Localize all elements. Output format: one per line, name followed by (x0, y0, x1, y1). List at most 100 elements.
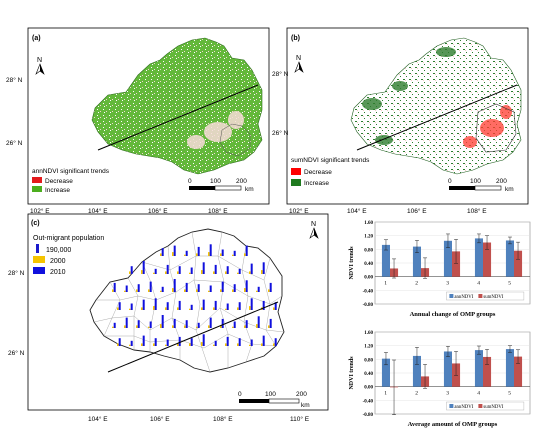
legend-b: sumNDVI significant trends Decrease Incr… (291, 157, 370, 187)
chart-legend: annNDVI sumNDVI (446, 291, 525, 301)
bar-2000 (172, 252, 174, 256)
bar-2010 (250, 339, 253, 346)
scale-c-0: 0 (238, 391, 242, 398)
legend-swatch (449, 404, 454, 408)
bar-2000 (213, 307, 215, 310)
bar-2010 (257, 286, 260, 292)
bar-annNDVI (474, 350, 483, 387)
bar-2010 (118, 338, 121, 346)
scale-a-200: 200 (236, 178, 247, 185)
panel-b: (b) N 28° N 26° N 102° E 104° E 106° E 1… (272, 27, 529, 215)
bar-2000 (136, 325, 138, 328)
bar-2000 (177, 343, 179, 346)
bar-2010 (161, 286, 164, 292)
bar-2000 (177, 271, 179, 274)
scale-b-100: 100 (470, 178, 481, 185)
bar-2000 (129, 344, 131, 346)
bar-2010 (226, 266, 229, 274)
scale-a-0: 0 (188, 178, 192, 185)
legend-b-decrease: Decrease (304, 169, 332, 176)
bar-2000 (213, 271, 215, 274)
bar-2000 (208, 290, 210, 292)
bar-2000 (232, 254, 234, 256)
bar-2010 (130, 303, 133, 310)
y-tick-label: -0.80 (363, 303, 374, 308)
bar-annNDVI (381, 358, 390, 387)
bar-2010 (185, 282, 188, 292)
bar-2010 (197, 246, 200, 256)
category-label: 4 (477, 391, 480, 397)
bar-2000 (208, 325, 210, 328)
north-arrow-a: N (35, 57, 45, 75)
x-axis-label: Annual change of OMP groups (410, 311, 496, 318)
y-tick-label: -0.40 (363, 289, 374, 294)
transect-line-c (107, 301, 279, 373)
legend-c-swatch-2000 (33, 256, 45, 263)
legend-swatch (478, 404, 483, 408)
legend-swatch (478, 294, 483, 298)
bar-sumNDVI (514, 250, 523, 277)
bar-2010 (142, 299, 145, 310)
guizhou-county-map (89, 228, 285, 373)
scale-bar-c: 0 100 200 km (238, 391, 310, 409)
bar-2010 (245, 280, 248, 292)
bar-2010 (226, 303, 229, 310)
bar-2010 (154, 338, 157, 346)
bar-2000 (177, 307, 179, 310)
bar-2000 (249, 271, 251, 274)
y-tick-label: 1.20 (364, 235, 373, 240)
bar-2000 (165, 344, 167, 346)
bar-2010 (154, 268, 157, 274)
north-arrow-c: N (309, 221, 319, 239)
north-symbol-a: N (37, 57, 42, 64)
bar-2010 (149, 281, 152, 292)
bar-2010 (197, 284, 200, 292)
bar-2000 (273, 343, 275, 346)
region-outline-a (219, 123, 251, 157)
bar-2000 (225, 308, 227, 310)
bar-2010 (250, 298, 253, 310)
lon-label-c-110: 110° E (290, 415, 310, 423)
legend-a-title: annNDVI significant trends (32, 168, 110, 175)
bar-2010 (137, 284, 140, 292)
bar-2010 (245, 320, 248, 328)
bar-2000 (220, 325, 222, 328)
decrease-patches-a (187, 111, 244, 149)
category-label: 5 (508, 281, 511, 287)
bar-2010 (149, 321, 152, 328)
bar-sumNDVI (452, 251, 461, 277)
guizhou-sumndvi-map (350, 37, 522, 175)
panel-a-label: (a) (32, 35, 41, 42)
legend-c-2010: 2010 (50, 269, 66, 276)
transect-line-b (356, 84, 518, 151)
bar-2000 (268, 289, 270, 292)
bar-2000 (256, 290, 258, 292)
bar-2010 (130, 340, 133, 346)
legend-c-title: Out-migrant population (33, 235, 104, 242)
bar-2000 (237, 343, 239, 346)
panel-a: (a) N 28° N 26° N 102° E 104° E 106° E 1… (6, 27, 270, 215)
bar-2010 (185, 320, 188, 328)
bar-sumNDVI (514, 356, 523, 387)
y-tick-label: 0.00 (364, 276, 373, 281)
bar-2010 (209, 285, 212, 292)
bar-annNDVI (505, 240, 514, 277)
bar-annNDVI (443, 240, 452, 277)
region-outline-b (475, 103, 517, 153)
category-label: 3 (446, 281, 449, 287)
bar-2010 (166, 339, 169, 346)
bar-2000 (220, 253, 222, 256)
bar-2010 (202, 299, 205, 310)
north-arrow-b: N (294, 55, 304, 73)
bar-2010 (262, 262, 265, 274)
bar-2000 (141, 343, 143, 346)
bar-2010 (226, 336, 229, 346)
bar-2000 (249, 344, 251, 346)
bar-2010 (113, 322, 116, 328)
y-tick-label: 1.60 (364, 331, 373, 336)
bar-2010 (125, 285, 128, 292)
bar-2010 (125, 317, 128, 328)
bar-2000 (201, 307, 203, 310)
legend-c-swatch-2010 (33, 267, 45, 274)
